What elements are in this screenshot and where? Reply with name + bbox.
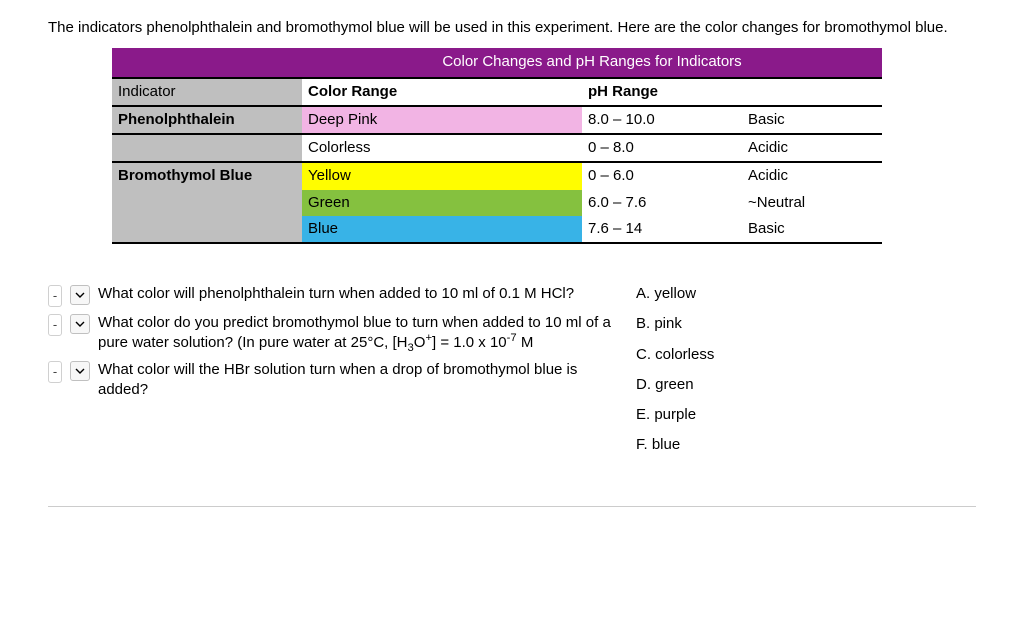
cell-color: Deep Pink xyxy=(302,106,582,134)
cell-indicator xyxy=(112,134,302,162)
cell-ph: 0 – 8.0 xyxy=(582,134,742,162)
table-row: Green6.0 – 7.6~Neutral xyxy=(112,190,882,216)
th-blank xyxy=(742,78,882,106)
answer-slot[interactable]: - xyxy=(48,285,62,307)
intro-text: The indicators phenolphthalein and bromo… xyxy=(48,18,976,38)
cell-acidity: Basic xyxy=(742,216,882,243)
table-row: PhenolphthaleinDeep Pink8.0 – 10.0Basic xyxy=(112,106,882,134)
answer-option: C. colorless xyxy=(636,345,976,365)
question-text: What color do you predict bromothymol bl… xyxy=(98,313,622,354)
cell-ph: 8.0 – 10.0 xyxy=(582,106,742,134)
indicator-table: Color Changes and pH Ranges for Indicato… xyxy=(112,48,882,244)
question-item: - What color will the HBr solution turn w… xyxy=(48,360,622,401)
answer-option: F. blue xyxy=(636,435,976,455)
question-text: What color will phenolphthalein turn whe… xyxy=(98,284,622,304)
th-color-range: Color Range xyxy=(302,78,582,106)
cell-acidity: Basic xyxy=(742,106,882,134)
cell-indicator: Bromothymol Blue xyxy=(112,162,302,189)
cell-acidity: ~Neutral xyxy=(742,190,882,216)
answer-option: E. purple xyxy=(636,405,976,425)
cell-ph: 0 – 6.0 xyxy=(582,162,742,189)
answer-options: A. yellow B. pink C. colorless D. green E. p… xyxy=(636,284,976,456)
answer-option: A. yellow xyxy=(636,284,976,304)
table-row: Blue7.6 – 14Basic xyxy=(112,216,882,243)
answer-slot[interactable]: - xyxy=(48,361,62,383)
cell-indicator xyxy=(112,190,302,216)
chevron-down-icon[interactable] xyxy=(70,285,90,305)
cell-color: Blue xyxy=(302,216,582,243)
cell-acidity: Acidic xyxy=(742,134,882,162)
question-text: What color will the HBr solution turn wh… xyxy=(98,360,622,401)
question-item: - What color do you predict bromothymol b… xyxy=(48,313,622,354)
cell-ph: 6.0 – 7.6 xyxy=(582,190,742,216)
answer-slot[interactable]: - xyxy=(48,314,62,336)
table-row: Colorless0 – 8.0Acidic xyxy=(112,134,882,162)
th-ph-range: pH Range xyxy=(582,78,742,106)
th-indicator: Indicator xyxy=(112,78,302,106)
table-row: Bromothymol BlueYellow0 – 6.0Acidic xyxy=(112,162,882,189)
chevron-down-icon[interactable] xyxy=(70,314,90,334)
answer-option: D. green xyxy=(636,375,976,395)
question-item: - What color will phenolphthalein turn wh… xyxy=(48,284,622,307)
chevron-down-icon[interactable] xyxy=(70,361,90,381)
cell-color: Yellow xyxy=(302,162,582,189)
cell-color: Colorless xyxy=(302,134,582,162)
cell-ph: 7.6 – 14 xyxy=(582,216,742,243)
cell-indicator: Phenolphthalein xyxy=(112,106,302,134)
cell-color: Green xyxy=(302,190,582,216)
questions-block: - What color will phenolphthalein turn wh… xyxy=(48,284,976,466)
divider xyxy=(48,506,976,507)
table-title: Color Changes and pH Ranges for Indicato… xyxy=(302,48,882,77)
answer-option: B. pink xyxy=(636,314,976,334)
cell-indicator xyxy=(112,216,302,243)
cell-acidity: Acidic xyxy=(742,162,882,189)
